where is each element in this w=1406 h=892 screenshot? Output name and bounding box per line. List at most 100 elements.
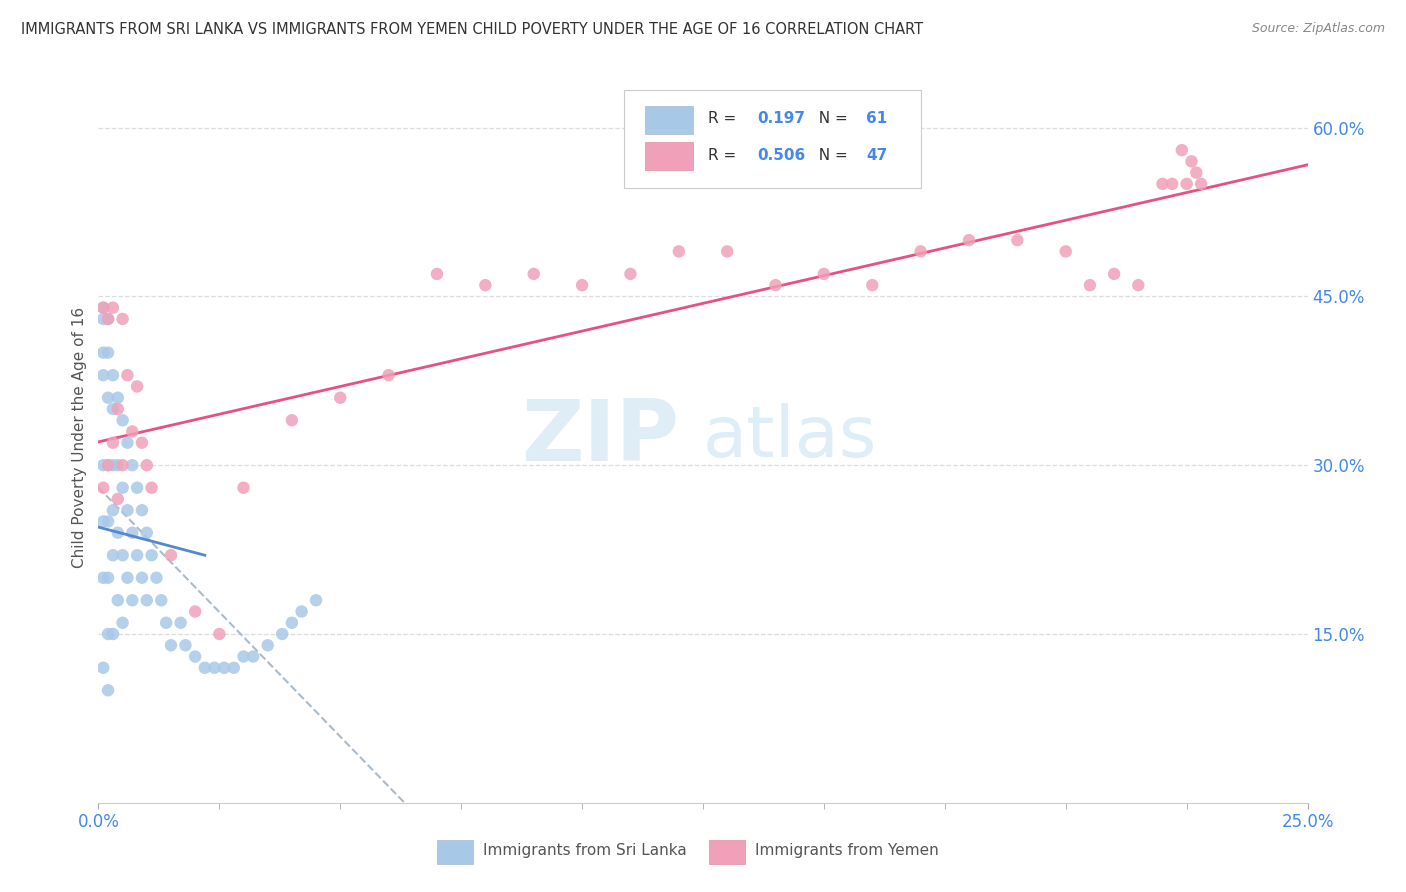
Text: Immigrants from Yemen: Immigrants from Yemen (755, 843, 939, 858)
Point (160, 548, 183, 562)
Y-axis label: Child Poverty Under the Age of 16: Child Poverty Under the Age of 16 (72, 307, 87, 567)
Point (1189, 177, 1212, 191)
Point (813, 267, 835, 281)
Point (111, 548, 134, 562)
Point (121, 525, 143, 540)
Point (426, 267, 449, 281)
Point (117, 503, 139, 517)
Point (97, 627, 120, 641)
Point (111, 413, 134, 427)
Point (860, 278, 883, 293)
Point (208, 627, 231, 641)
Point (716, 244, 738, 259)
Text: 0.506: 0.506 (758, 148, 806, 163)
Point (121, 425, 143, 439)
Point (135, 458, 157, 473)
Point (329, 391, 352, 405)
Point (91, 661, 114, 675)
Point (91, 515, 114, 529)
Point (91, 301, 114, 315)
Text: R =: R = (707, 148, 741, 163)
Point (91, 571, 114, 585)
Point (97, 312, 120, 326)
Text: ZIP: ZIP (522, 395, 679, 479)
Point (155, 615, 177, 630)
Point (1171, 143, 1194, 157)
Point (184, 605, 207, 619)
Point (117, 571, 139, 585)
Point (101, 458, 124, 473)
Point (1152, 177, 1174, 191)
Point (91, 312, 114, 326)
Point (668, 244, 690, 259)
Point (281, 413, 304, 427)
Text: Source: ZipAtlas.com: Source: ZipAtlas.com (1251, 22, 1385, 36)
Bar (709, 840, 745, 863)
Point (97, 345, 120, 359)
Point (256, 638, 278, 652)
Point (91, 481, 114, 495)
Point (1161, 177, 1184, 191)
Text: 0.197: 0.197 (758, 112, 806, 127)
Point (204, 661, 226, 675)
Point (1007, 233, 1029, 247)
Point (91, 458, 114, 473)
Point (97, 515, 120, 529)
Point (111, 458, 134, 473)
Point (194, 661, 217, 675)
Point (271, 627, 294, 641)
Point (101, 401, 124, 416)
Point (107, 491, 129, 506)
FancyBboxPatch shape (624, 90, 921, 188)
Point (127, 548, 149, 562)
Point (131, 503, 153, 517)
Point (117, 368, 139, 383)
Point (232, 649, 254, 664)
Point (101, 548, 124, 562)
Point (97, 571, 120, 585)
Point (117, 435, 139, 450)
Point (474, 278, 496, 293)
Text: N =: N = (810, 112, 853, 127)
Point (242, 649, 264, 664)
Point (212, 661, 235, 675)
Point (619, 267, 641, 281)
Point (131, 571, 153, 585)
Point (111, 481, 134, 495)
Point (97, 312, 120, 326)
Point (135, 525, 157, 540)
Point (121, 593, 143, 607)
Point (101, 301, 124, 315)
Text: Immigrants from Sri Lanka: Immigrants from Sri Lanka (482, 843, 686, 858)
Point (1180, 154, 1202, 169)
Point (111, 312, 134, 326)
Point (169, 615, 191, 630)
Point (184, 649, 207, 664)
Point (107, 525, 129, 540)
Point (571, 278, 593, 293)
Point (101, 435, 124, 450)
Point (91, 368, 114, 383)
Point (131, 435, 153, 450)
Text: 47: 47 (866, 148, 887, 163)
Point (101, 627, 124, 641)
Text: 61: 61 (866, 112, 887, 127)
Point (107, 458, 129, 473)
Point (145, 571, 167, 585)
Point (141, 481, 163, 495)
Point (1078, 278, 1101, 293)
Point (232, 481, 254, 495)
Point (1102, 267, 1125, 281)
Point (97, 683, 120, 698)
Point (281, 615, 304, 630)
Text: IMMIGRANTS FROM SRI LANKA VS IMMIGRANTS FROM YEMEN CHILD POVERTY UNDER THE AGE O: IMMIGRANTS FROM SRI LANKA VS IMMIGRANTS … (21, 22, 924, 37)
Point (957, 233, 980, 247)
Point (290, 605, 312, 619)
Text: R =: R = (707, 112, 741, 127)
Point (111, 615, 134, 630)
Point (765, 278, 787, 293)
Point (141, 548, 163, 562)
Point (305, 593, 328, 607)
Point (1054, 244, 1077, 259)
Point (127, 481, 149, 495)
